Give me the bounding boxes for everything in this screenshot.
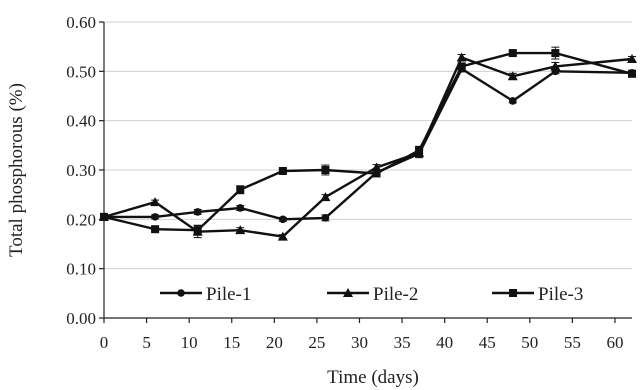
x-tick-label: 40 bbox=[436, 333, 453, 352]
data-point bbox=[320, 192, 331, 202]
data-point bbox=[151, 213, 159, 221]
x-tick-label: 5 bbox=[142, 333, 151, 352]
data-point bbox=[100, 212, 108, 221]
x-tick-label: 25 bbox=[308, 333, 325, 352]
data-point bbox=[277, 231, 288, 241]
x-tick-label: 60 bbox=[606, 333, 623, 352]
x-tick-label: 30 bbox=[351, 333, 368, 352]
y-tick-label: 0.00 bbox=[66, 309, 96, 328]
y-tick-label: 0.20 bbox=[66, 210, 96, 229]
data-point bbox=[151, 225, 160, 234]
x-tick-label: 35 bbox=[394, 333, 411, 352]
data-point bbox=[236, 204, 245, 212]
legend-item-1: Pile-1 bbox=[160, 284, 251, 305]
x-axis-title: Time (days) bbox=[327, 367, 419, 388]
data-point bbox=[457, 62, 466, 71]
series-line bbox=[104, 67, 633, 221]
x-tick-label: 20 bbox=[266, 333, 283, 352]
gridlines bbox=[104, 21, 632, 270]
data-point bbox=[550, 61, 561, 71]
data-point bbox=[235, 225, 246, 235]
series-line bbox=[103, 51, 633, 232]
data-point bbox=[627, 54, 637, 63]
x-tick-label: 0 bbox=[100, 333, 109, 352]
legend-marker bbox=[509, 289, 517, 297]
legend-marker bbox=[177, 289, 185, 297]
y-ticks: 0.00 0.10 0.20 0.30 0.40 0.50 0.60 bbox=[66, 13, 104, 328]
legend-label: Pile-2 bbox=[373, 284, 418, 305]
data-point bbox=[372, 169, 381, 178]
data-point bbox=[508, 97, 517, 105]
data-point bbox=[371, 162, 382, 172]
legend-label: Pile-3 bbox=[538, 284, 583, 305]
data-point bbox=[415, 146, 424, 155]
series-1 bbox=[100, 65, 636, 224]
x-tick-label: 50 bbox=[521, 333, 538, 352]
data-point bbox=[321, 166, 330, 174]
series bbox=[99, 46, 637, 241]
y-axis-title: Total phosphorous (%) bbox=[6, 83, 27, 257]
series-3 bbox=[100, 46, 636, 236]
x-tick-label: 10 bbox=[181, 333, 198, 352]
y-tick-label: 0.40 bbox=[66, 112, 96, 131]
y-tick-label: 0.50 bbox=[66, 62, 96, 81]
data-point bbox=[508, 49, 517, 58]
data-point bbox=[628, 69, 636, 78]
x-ticks: 0 5 10 15 20 25 30 35 40 45 50 55 60 bbox=[100, 318, 623, 352]
legend-item-2: Pile-2 bbox=[327, 284, 418, 305]
series-2 bbox=[99, 52, 637, 241]
data-point bbox=[193, 226, 202, 235]
y-tick-label: 0.10 bbox=[66, 260, 96, 279]
legend-label: Pile-1 bbox=[206, 284, 251, 305]
data-point bbox=[193, 208, 202, 216]
data-point bbox=[507, 71, 518, 81]
data-point bbox=[278, 166, 287, 175]
legend-item-3: Pile-3 bbox=[492, 284, 583, 305]
data-point bbox=[551, 49, 560, 58]
x-tick-label: 55 bbox=[564, 333, 581, 352]
legend: Pile-1 Pile-2 Pile-3 bbox=[160, 284, 583, 305]
data-point bbox=[236, 185, 245, 194]
data-point bbox=[456, 52, 467, 62]
data-point bbox=[321, 214, 330, 222]
x-tick-label: 15 bbox=[223, 333, 240, 352]
data-point bbox=[150, 197, 161, 207]
y-tick-label: 0.60 bbox=[66, 13, 96, 32]
y-tick-label: 0.30 bbox=[66, 161, 96, 180]
x-tick-label: 45 bbox=[479, 333, 496, 352]
legend-marker bbox=[343, 288, 353, 297]
series-line bbox=[103, 55, 633, 238]
data-point bbox=[279, 215, 287, 224]
